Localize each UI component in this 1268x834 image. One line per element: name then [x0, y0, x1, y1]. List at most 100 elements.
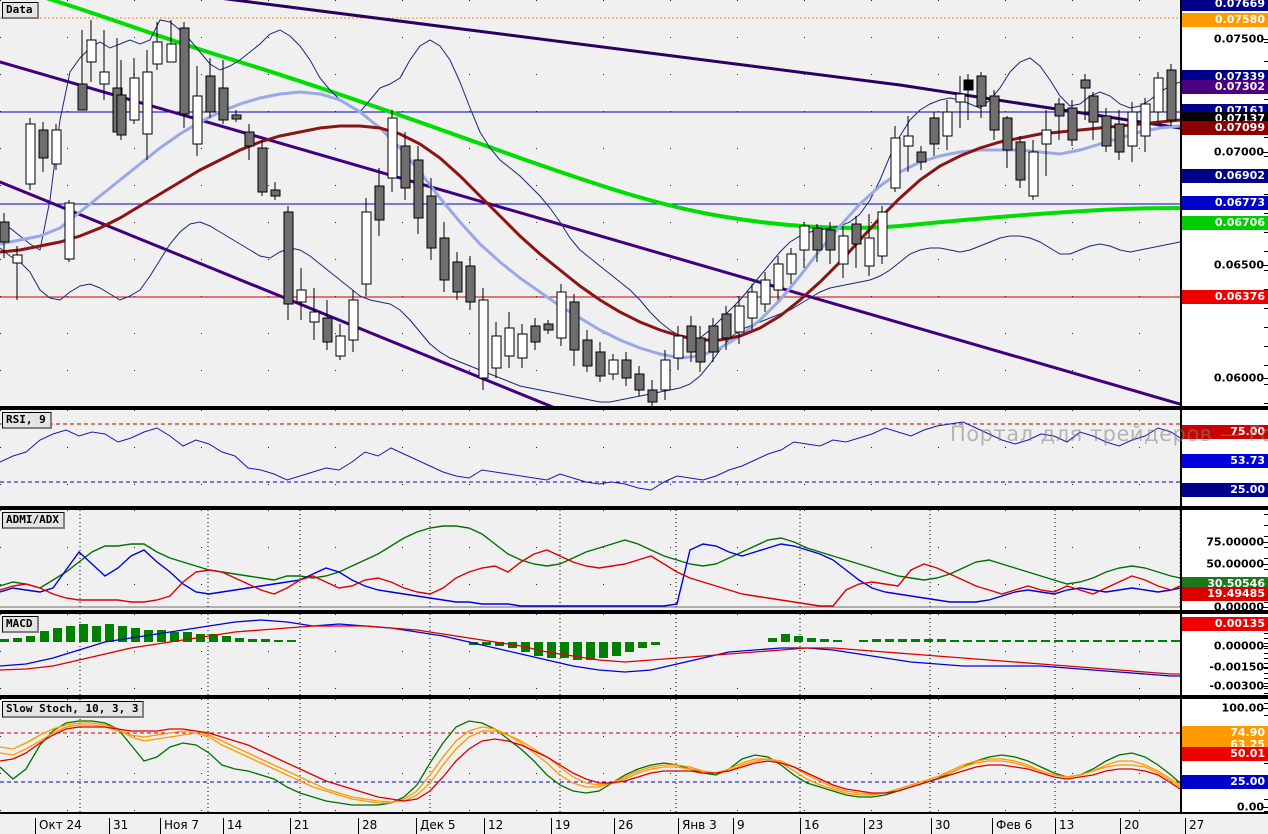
candle	[1153, 72, 1164, 122]
price-value-tag[interactable]: 0.06376	[1182, 290, 1268, 304]
date-axis-label: 12	[484, 818, 503, 834]
candle	[86, 20, 97, 82]
candle	[799, 222, 810, 268]
panel-tag-rsi[interactable]: RSI, 9	[2, 412, 52, 429]
panel-tag-stoch[interactable]: Slow Stoch, 10, 3, 3	[2, 701, 145, 718]
price-value-tag[interactable]: 0.06902	[1182, 169, 1268, 183]
adx-tick-label: 50.00000	[1206, 557, 1264, 571]
axis-minor-tick	[1264, 569, 1268, 570]
trendline-mid	[0, 180, 555, 406]
candle	[1002, 116, 1013, 168]
price-axis[interactable]: 0.07500 0.07000 0.06500 0.06000 0.07669 0.07…	[1180, 0, 1268, 406]
date-axis-label: 31	[109, 818, 128, 834]
rsi-axis[interactable]: 75.00 53.73 25.00	[1180, 410, 1268, 506]
candle	[38, 122, 49, 172]
candle	[257, 140, 268, 196]
rsi-plot-area[interactable]	[0, 410, 1180, 506]
panel-macd: 0.00000 -0.00150 -0.00300 0.00135 MACD	[0, 612, 1268, 697]
candle	[77, 30, 88, 111]
stoch-value-tag[interactable]: 25.00	[1182, 775, 1268, 789]
axis-minor-tick	[1264, 799, 1268, 800]
axis-minor-tick	[1264, 683, 1268, 684]
panel-tag-adx[interactable]: ADMI/ADX	[2, 512, 65, 529]
candle	[296, 268, 307, 320]
price-plot-area[interactable]	[0, 0, 1180, 406]
candle	[695, 326, 706, 372]
date-axis-label: 14	[223, 818, 242, 834]
candle	[786, 248, 797, 284]
macd-plot-area[interactable]	[0, 614, 1180, 695]
candle	[864, 214, 875, 276]
price-value-tag[interactable]: 0.06706	[1182, 216, 1268, 230]
axis-minor-tick	[1264, 811, 1268, 812]
price-value-tag[interactable]: 0.07580	[1182, 13, 1268, 27]
price-value-tag[interactable]: 0.07302	[1182, 80, 1268, 94]
date-axis[interactable]: Окт 24 31 Ноя 7 14 21 28 Дек 5 12 19 26 Янв 3 9 16 23…	[0, 812, 1268, 834]
axis-minor-tick	[1264, 536, 1268, 537]
adx-value-tag[interactable]: 19.49485	[1182, 587, 1268, 601]
price-tickmark	[1262, 152, 1268, 153]
panel-tag-price[interactable]: Data	[2, 2, 39, 19]
candle	[556, 284, 567, 346]
rsi-value-tag[interactable]: 25.00	[1182, 483, 1268, 497]
axis-minor-tick	[1264, 270, 1268, 271]
adx-tickmark	[1262, 607, 1268, 608]
candlestick-series	[0, 20, 1177, 406]
rsi-value-tag[interactable]: 53.73	[1182, 454, 1268, 468]
panel-tag-macd[interactable]: MACD	[2, 616, 39, 633]
price-tick-label: 0.07500	[1213, 32, 1264, 46]
adx-tick-label: 0.00000	[1213, 600, 1264, 614]
axis-minor-tick	[1264, 346, 1268, 347]
price-tickmark	[1262, 39, 1268, 40]
axis-minor-tick	[1264, 558, 1268, 559]
axis-minor-tick	[1264, 251, 1268, 252]
candle	[543, 320, 554, 334]
axis-minor-tick	[1264, 137, 1268, 138]
candle	[1080, 74, 1091, 120]
date-axis-label: Янв 3	[678, 818, 717, 834]
adx-tickmark	[1262, 564, 1268, 565]
candle	[1015, 136, 1026, 188]
axis-minor-tick	[1264, 638, 1268, 639]
candle	[335, 324, 346, 360]
stoch-plot-area[interactable]	[0, 699, 1180, 812]
date-axis-label: 30	[931, 818, 950, 834]
candle	[621, 352, 632, 386]
candle	[1088, 92, 1099, 140]
candle	[942, 100, 953, 150]
stoch-value-tag[interactable]: 74.90	[1182, 726, 1268, 740]
panel-rsi: 75.00 53.73 25.00 RSI, 9	[0, 408, 1268, 508]
candle	[708, 318, 719, 362]
axis-minor-tick	[1264, 703, 1268, 704]
adx-plot-area[interactable]	[0, 510, 1180, 610]
price-value-tag[interactable]: 0.07099	[1182, 121, 1268, 135]
candle	[582, 330, 593, 372]
minus-di-line	[0, 549, 1180, 607]
axis-minor-tick	[1264, 663, 1268, 664]
adx-axis[interactable]: 75.00000 50.00000 0.00000 30.50546 19.49485	[1180, 510, 1268, 614]
adx-vgrid	[79, 510, 1180, 610]
stoch-value-tag[interactable]: 50.01	[1182, 747, 1268, 761]
candle	[721, 306, 732, 350]
candle	[25, 118, 36, 190]
price-value-tag[interactable]: 0.06773	[1182, 196, 1268, 210]
macd-tick-label: -0.00300	[1209, 679, 1264, 693]
macd-value-tag[interactable]: 0.00135	[1182, 617, 1268, 631]
macd-axis[interactable]: 0.00000 -0.00150 -0.00300 0.00135	[1180, 614, 1268, 695]
candle	[1041, 110, 1052, 176]
price-value-tag[interactable]: 0.07669	[1182, 0, 1268, 11]
date-axis-label: 20	[1120, 818, 1139, 834]
axis-minor-tick	[1264, 99, 1268, 100]
candle	[361, 198, 372, 296]
axis-minor-tick	[1264, 403, 1268, 404]
axis-minor-tick	[1264, 547, 1268, 548]
axis-minor-tick	[1264, 232, 1268, 233]
macd-tickmark	[1262, 646, 1268, 647]
rsi-svg	[0, 410, 1180, 506]
rsi-value-tag[interactable]: 75.00	[1182, 425, 1268, 439]
candle	[387, 110, 398, 192]
date-axis-label: 19	[551, 818, 570, 834]
ma-darkred	[0, 118, 1180, 342]
